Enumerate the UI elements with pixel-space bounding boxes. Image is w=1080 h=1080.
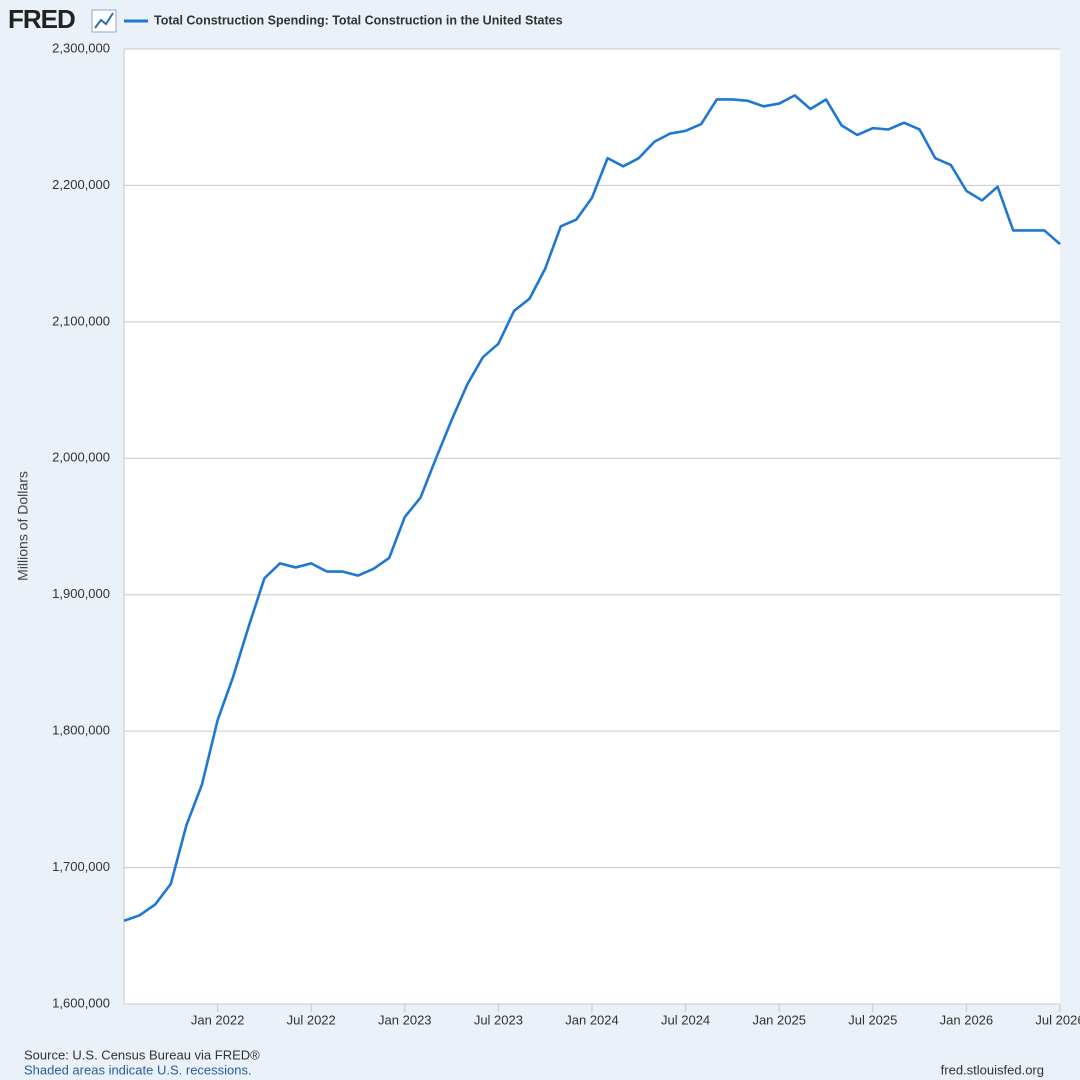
logo-icon (91, 9, 117, 33)
site: fred.stlouisfed.org (941, 1062, 1044, 1077)
x-tick-label: Jul 2025 (848, 1012, 897, 1027)
x-tick-label: Jan 2023 (378, 1012, 432, 1027)
y-tick-label: 1,600,000 (52, 995, 110, 1010)
recession-note: Shaded areas indicate U.S. recessions. (24, 1062, 252, 1077)
source: Source: U.S. Census Bureau via FRED® (24, 1047, 260, 1062)
line (123, 94, 1061, 923)
y-tick-label: 1,800,000 (52, 723, 110, 738)
x-tick-label: Jul 2026 (1035, 1012, 1080, 1027)
y-tick-label: 2,200,000 (52, 177, 110, 192)
x-tick-label: Jan 2026 (940, 1012, 994, 1027)
x-tick-label: Jul 2024 (661, 1012, 710, 1027)
y-tick-label: 1,700,000 (52, 859, 110, 874)
y-tick-label: 2,100,000 (52, 313, 110, 328)
y-tick-label: 1,900,000 (52, 586, 110, 601)
logo: FRED (8, 4, 75, 34)
x-tick-label: Jul 2022 (287, 1012, 336, 1027)
y-tick-label: 2,300,000 (52, 40, 110, 55)
x-tick-label: Jul 2023 (474, 1012, 523, 1027)
x-tick-label: Jan 2025 (752, 1012, 806, 1027)
y-tick-label: 2,000,000 (52, 450, 110, 465)
x-tick-label: Jan 2024 (565, 1012, 619, 1027)
x-tick-label: Jan 2022 (191, 1012, 245, 1027)
y-axis-title: Millions of Dollars (15, 471, 31, 581)
plot-area (124, 49, 1060, 1004)
legend-label: Total Construction Spending: Total Const… (154, 13, 563, 27)
